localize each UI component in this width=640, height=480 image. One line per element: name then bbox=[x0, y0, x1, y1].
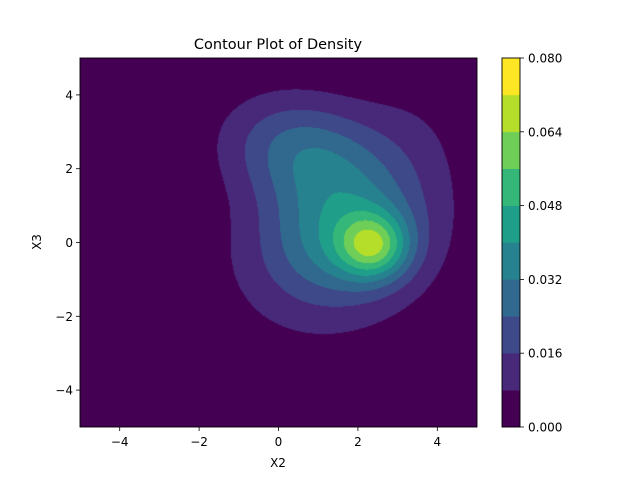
colorbar-tick-label: 0.064 bbox=[528, 125, 562, 139]
y-tick-label: 0 bbox=[65, 236, 73, 250]
y-axis-label: X3 bbox=[30, 234, 44, 250]
colorbar-swatch bbox=[502, 242, 520, 280]
colorbar-swatch bbox=[502, 353, 520, 391]
colorbar-swatch bbox=[502, 279, 520, 317]
colorbar-tick-label: 0.080 bbox=[528, 52, 562, 66]
colorbar-frame bbox=[501, 57, 521, 428]
y-tick-label: 4 bbox=[65, 88, 73, 102]
y-tick-label: −4 bbox=[55, 384, 73, 398]
colorbar-swatch bbox=[502, 205, 520, 243]
x-axis-label: X2 bbox=[270, 456, 286, 470]
colorbar-tick-label: 0.048 bbox=[528, 199, 562, 213]
x-tick-label: 2 bbox=[354, 435, 362, 449]
colorbar-swatch bbox=[502, 316, 520, 354]
colorbar-swatch bbox=[502, 58, 520, 96]
x-tick-label: 4 bbox=[433, 435, 441, 449]
contour-bands bbox=[80, 58, 477, 427]
colorbar-swatch bbox=[502, 131, 520, 169]
contour-fills bbox=[80, 58, 477, 427]
x-tick-label: −2 bbox=[190, 435, 208, 449]
colorbar-swatches bbox=[502, 58, 520, 428]
x-axis: −4 −2 0 2 4 bbox=[111, 427, 441, 449]
colorbar-ticks: 0.000 0.016 0.032 0.048 0.064 0.080 bbox=[520, 52, 562, 435]
colorbar-swatch bbox=[502, 94, 520, 133]
chart-title: Contour Plot of Density bbox=[194, 37, 363, 53]
x-tick-label: −4 bbox=[111, 435, 129, 449]
colorbar-tick-label: 0.016 bbox=[528, 347, 562, 361]
y-tick-label: 2 bbox=[65, 162, 73, 176]
colorbar-tick-label: 0.000 bbox=[528, 421, 562, 435]
y-tick-label: −2 bbox=[55, 310, 73, 324]
x-tick-label: 0 bbox=[275, 435, 283, 449]
colorbar-tick-label: 0.032 bbox=[528, 273, 562, 287]
colorbar: 0.000 0.016 0.032 0.048 0.064 0.080 bbox=[501, 52, 562, 435]
plot-area bbox=[79, 57, 478, 428]
colorbar-swatch bbox=[502, 168, 520, 206]
colorbar-swatch bbox=[502, 390, 520, 428]
y-axis: −4 −2 0 2 4 bbox=[55, 88, 80, 398]
